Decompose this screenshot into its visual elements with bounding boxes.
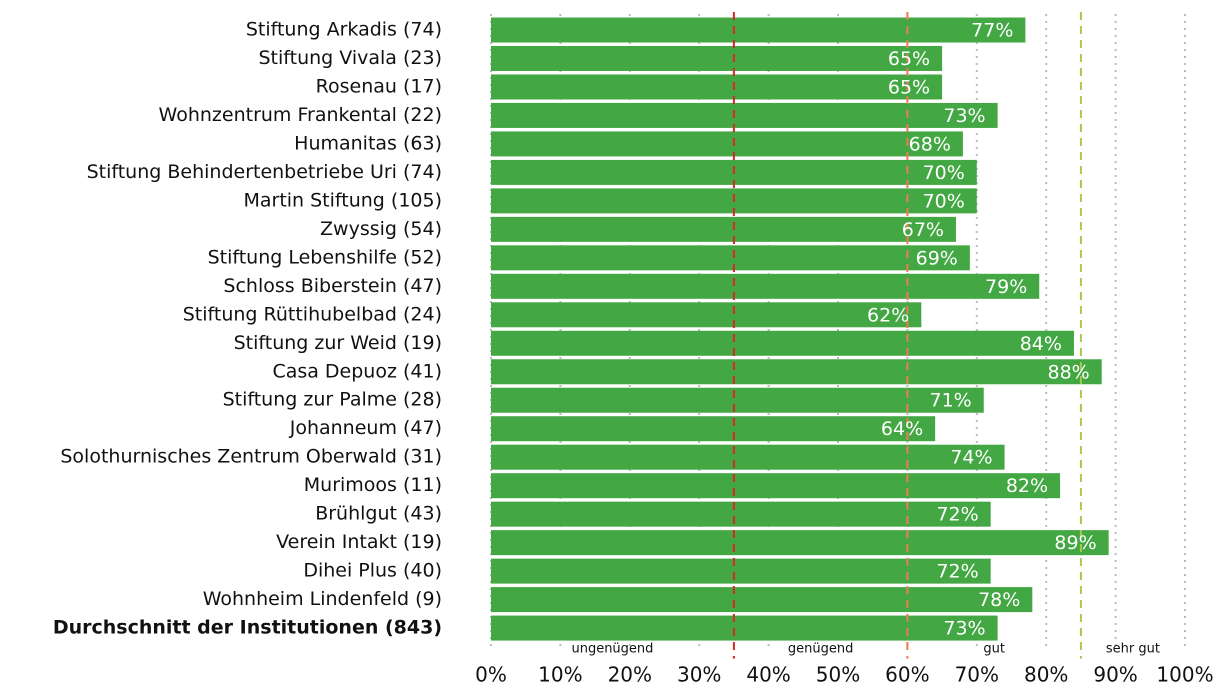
value-label: 72% [936,504,978,526]
category-label: Stiftung Lebenshilfe (52) [208,246,442,268]
value-label: 62% [867,304,909,326]
value-label: 72% [936,561,978,583]
x-tick-label: 80% [1024,663,1068,686]
category-label: Stiftung Behindertenbetriebe Uri (74) [87,161,442,183]
x-tick-label: 20% [608,663,652,686]
category-label: Stiftung zur Palme (28) [223,389,442,411]
category-label: Humanitas (63) [294,132,442,154]
bar [491,330,1074,356]
category-label: Casa Depuoz (41) [272,360,442,382]
category-label: Verein Intakt (19) [276,531,442,553]
category-label: Murimoos (11) [304,474,442,496]
bar [491,17,1026,43]
value-label: 73% [943,105,985,127]
bar [491,359,1102,385]
value-label: 70% [923,190,965,212]
bar [491,615,998,641]
zone-label: ungenügend [571,642,653,657]
bar [491,102,998,128]
value-label: 67% [902,219,944,241]
value-label: 65% [888,76,930,98]
value-label: 69% [916,247,958,269]
value-label: 79% [985,276,1027,298]
x-tick-label: 0% [475,663,507,686]
bar [491,473,1061,499]
zone-label: gut [983,642,1005,657]
category-label: Stiftung zur Weid (19) [234,332,442,354]
category-label: Brühlgut (43) [315,503,442,525]
category-label: Rosenau (17) [316,75,442,97]
bar [491,587,1033,613]
bar [491,530,1109,556]
category-label: Wohnheim Lindenfeld (9) [203,588,442,610]
bar [491,131,963,157]
value-label: 77% [971,20,1013,42]
bar [491,273,1040,299]
value-label: 84% [1020,333,1062,355]
bar [491,387,984,413]
value-label: 70% [923,162,965,184]
x-tick-label: 70% [955,663,999,686]
zone-label: sehr gut [1106,642,1160,657]
value-label: 73% [943,618,985,640]
category-label: Zwyssig (54) [320,218,442,240]
x-tick-label: 100% [1156,663,1213,686]
x-tick-label: 30% [677,663,721,686]
category-label: Dihei Plus (40) [303,560,442,582]
bar [491,302,922,328]
value-label: 65% [888,48,930,70]
zone-label: genügend [788,642,853,657]
bar [491,216,956,242]
x-tick-label: 10% [538,663,582,686]
bar [491,558,991,584]
value-label: 74% [950,447,992,469]
category-label: Johanneum (47) [289,417,442,439]
bar [491,444,1005,470]
value-label: 64% [881,418,923,440]
x-tick-label: 40% [746,663,790,686]
category-label: Schloss Biberstein (47) [223,275,442,297]
bar [491,245,970,271]
category-label: Stiftung Arkadis (74) [246,19,442,41]
bar [491,74,943,100]
category-label: Solothurnisches Zentrum Oberwald (31) [60,446,442,468]
value-label: 71% [930,390,972,412]
category-label: Wohnzentrum Frankental (22) [159,104,442,126]
category-label: Stiftung Rüttihubelbad (24) [183,303,442,325]
category-label: Martin Stiftung (105) [243,189,442,211]
bar [491,45,943,71]
x-tick-label: 50% [816,663,860,686]
value-label: 68% [909,133,951,155]
value-label: 82% [1006,475,1048,497]
category-label: Durchschnitt der Institutionen (843) [53,617,442,639]
x-tick-label: 90% [1093,663,1137,686]
category-label: Stiftung Vivala (23) [259,47,443,69]
value-label: 88% [1047,361,1089,383]
value-label: 78% [978,589,1020,611]
bar [491,501,991,527]
x-tick-label: 60% [885,663,929,686]
bar [491,416,936,442]
value-label: 89% [1054,532,1096,554]
